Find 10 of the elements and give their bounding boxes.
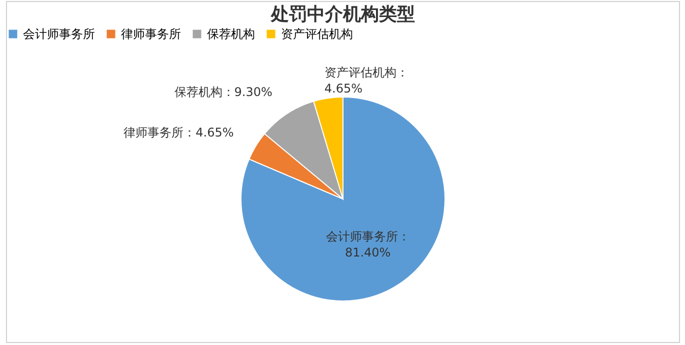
pie-slice (240, 96, 446, 302)
data-label: 律师事务所：4.65% (124, 125, 234, 140)
data-label: 资产评估机构： 4.65% (324, 65, 408, 96)
data-label: 会计师事务所： 81.40% (326, 230, 410, 260)
chart-title: 处罚中介机构类型 (270, 4, 415, 25)
legend-label: 律师事务所 (121, 27, 181, 41)
legend-label: 保荐机构 (207, 27, 255, 41)
data-label: 保荐机构：9.30% (174, 85, 272, 100)
legend-label: 会计师事务所 (23, 27, 95, 41)
legend-label: 资产评估机构 (281, 27, 353, 41)
